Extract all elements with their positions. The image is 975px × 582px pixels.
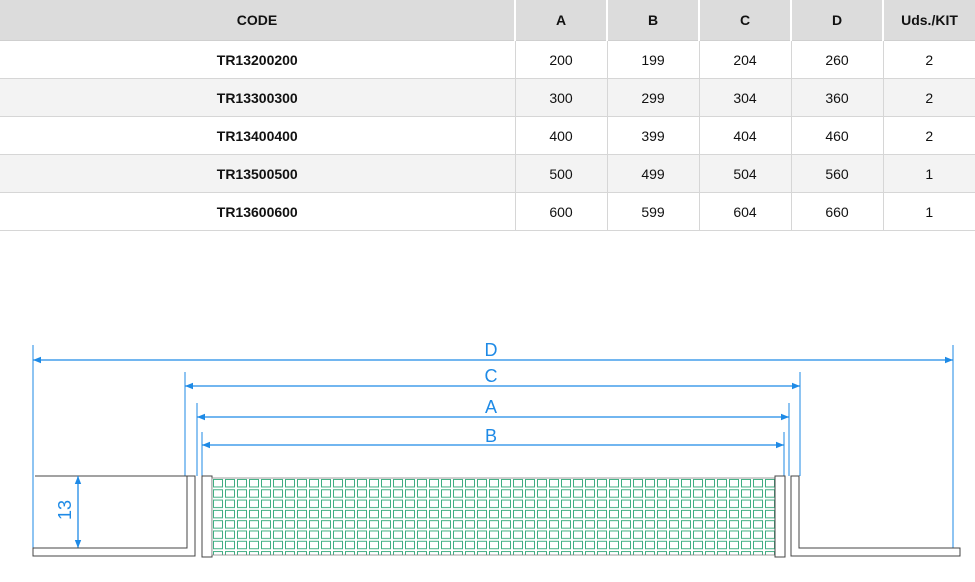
header-cell: A (514, 0, 607, 41)
value-cell: 460 (790, 116, 884, 155)
label-c: C (485, 366, 498, 386)
value-cell: 500 (514, 154, 608, 193)
header-row: CODE A B C D Uds./KIT (0, 0, 975, 41)
value-cell: 604 (698, 192, 792, 231)
value-cell: 2 (882, 40, 975, 79)
label-a: A (485, 397, 497, 417)
right-profile (790, 475, 961, 557)
value-cell: 1 (882, 192, 975, 231)
value-cell: 199 (606, 40, 700, 79)
table-row: TR13300300 300 299 304 360 2 (0, 78, 975, 117)
table-body: TR13200200 200 199 204 260 2 TR13300300 300 299 3… (0, 40, 975, 231)
code-cell: TR13400400 (0, 116, 516, 155)
code-cell: TR13300300 (0, 78, 516, 117)
label-d: D (485, 340, 498, 360)
left-gasket (201, 475, 213, 558)
header-cell: C (698, 0, 791, 41)
value-cell: 360 (790, 78, 884, 117)
label-height: 13 (55, 500, 75, 520)
value-cell: 2 (882, 78, 975, 117)
extension-lines (32, 345, 954, 548)
value-cell: 560 (790, 154, 884, 193)
code-cell: TR13200200 (0, 40, 516, 79)
header-cell: Uds./KIT (882, 0, 975, 41)
value-cell: 1 (882, 154, 975, 193)
value-cell: 600 (514, 192, 608, 231)
code-cell: TR13600600 (0, 192, 516, 231)
table-row: TR13500500 500 499 504 560 1 (0, 154, 975, 193)
value-cell: 204 (698, 40, 792, 79)
value-cell: 304 (698, 78, 792, 117)
table-row: TR13200200 200 199 204 260 2 (0, 40, 975, 79)
value-cell: 499 (606, 154, 700, 193)
value-cell: 2 (882, 116, 975, 155)
value-cell: 260 (790, 40, 884, 79)
value-cell: 660 (790, 192, 884, 231)
right-gasket (774, 475, 786, 558)
header-cell: B (606, 0, 699, 41)
table-row: TR13600600 600 599 604 660 1 (0, 192, 975, 231)
value-cell: 300 (514, 78, 608, 117)
left-profile (32, 475, 196, 557)
header-cell: CODE (0, 0, 515, 41)
header-cell: D (790, 0, 883, 41)
spec-table: CODE A B C D Uds./KIT TR13200200 200 199 204 260 2… (0, 0, 975, 231)
label-b: B (485, 426, 497, 446)
mesh (211, 477, 776, 556)
